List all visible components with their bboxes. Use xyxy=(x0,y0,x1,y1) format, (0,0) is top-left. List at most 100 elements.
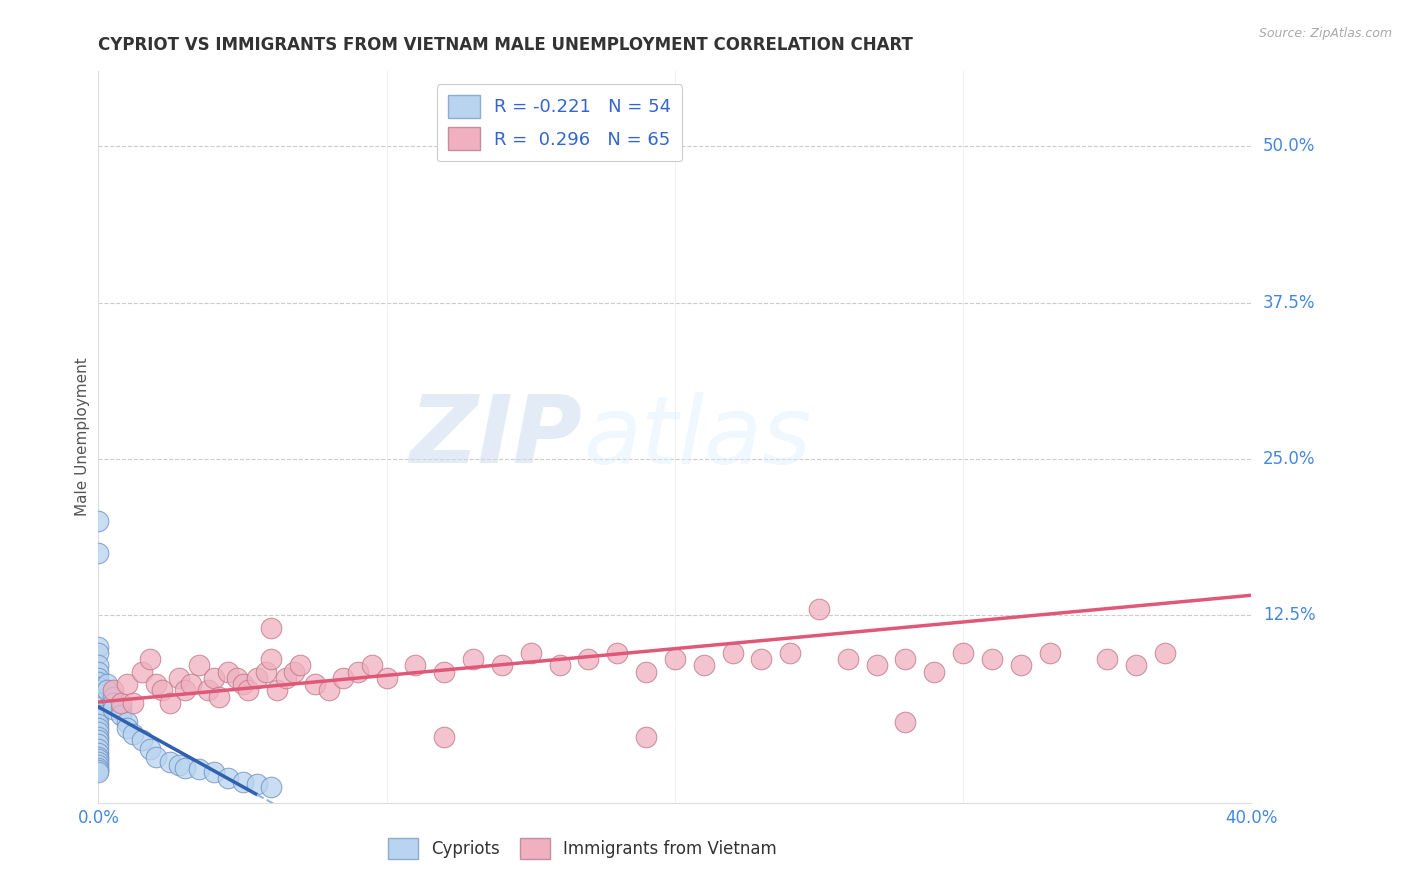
Point xyxy=(231,774,254,789)
Point xyxy=(87,515,110,529)
Text: 37.5%: 37.5% xyxy=(1263,293,1316,311)
Point xyxy=(837,652,859,666)
Point xyxy=(433,730,456,744)
Point xyxy=(87,733,110,747)
Point xyxy=(894,714,917,729)
Point xyxy=(174,761,197,775)
Text: ZIP: ZIP xyxy=(409,391,582,483)
Point xyxy=(779,646,801,660)
Point xyxy=(87,658,110,673)
Point xyxy=(721,646,744,660)
Point xyxy=(578,652,600,666)
Point xyxy=(87,708,110,723)
Point xyxy=(188,762,211,776)
Point xyxy=(110,702,132,716)
Text: 25.0%: 25.0% xyxy=(1263,450,1316,468)
Point xyxy=(405,658,427,673)
Point xyxy=(145,677,167,691)
Point xyxy=(246,671,269,685)
Point xyxy=(122,727,145,741)
Point xyxy=(87,646,110,660)
Point xyxy=(87,683,110,698)
Point xyxy=(751,652,773,666)
Point xyxy=(101,690,124,704)
Point xyxy=(491,658,513,673)
Point xyxy=(231,677,254,691)
Point xyxy=(87,546,110,560)
Point xyxy=(139,742,162,756)
Point xyxy=(87,758,110,772)
Point xyxy=(167,671,190,685)
Point xyxy=(304,677,326,691)
Point xyxy=(246,777,269,791)
Point xyxy=(180,677,202,691)
Point xyxy=(1097,652,1119,666)
Point xyxy=(87,692,110,706)
Point xyxy=(238,683,260,698)
Point xyxy=(318,683,340,698)
Point xyxy=(202,764,225,779)
Point xyxy=(131,665,153,679)
Point xyxy=(606,646,628,660)
Point xyxy=(87,755,110,769)
Point xyxy=(87,749,110,764)
Point xyxy=(636,730,658,744)
Point xyxy=(167,758,190,772)
Point xyxy=(87,699,110,714)
Point xyxy=(866,658,889,673)
Point xyxy=(361,658,384,673)
Text: 40.0%: 40.0% xyxy=(1225,809,1278,827)
Point xyxy=(174,683,197,698)
Point xyxy=(274,671,297,685)
Point xyxy=(96,677,118,691)
Point xyxy=(122,696,145,710)
Point xyxy=(87,640,110,654)
Point xyxy=(139,652,162,666)
Text: CYPRIOT VS IMMIGRANTS FROM VIETNAM MALE UNEMPLOYMENT CORRELATION CHART: CYPRIOT VS IMMIGRANTS FROM VIETNAM MALE … xyxy=(98,36,914,54)
Point xyxy=(260,780,283,794)
Point xyxy=(87,696,110,710)
Point xyxy=(332,671,354,685)
Point xyxy=(1010,658,1032,673)
Text: 50.0%: 50.0% xyxy=(1263,137,1315,155)
Point xyxy=(520,646,543,660)
Point xyxy=(208,690,231,704)
Point xyxy=(110,708,132,723)
Point xyxy=(117,714,138,729)
Point xyxy=(87,712,110,726)
Point xyxy=(110,696,132,710)
Point xyxy=(87,724,110,739)
Point xyxy=(197,683,219,698)
Point xyxy=(290,658,312,673)
Point xyxy=(131,733,153,747)
Point xyxy=(664,652,686,666)
Point xyxy=(260,621,283,635)
Point xyxy=(188,658,211,673)
Point xyxy=(461,652,484,666)
Point xyxy=(346,665,368,679)
Text: Source: ZipAtlas.com: Source: ZipAtlas.com xyxy=(1258,27,1392,40)
Point xyxy=(87,764,110,778)
Point xyxy=(225,671,247,685)
Text: atlas: atlas xyxy=(582,392,811,483)
Point xyxy=(87,730,110,744)
Point xyxy=(87,752,110,766)
Point xyxy=(217,771,239,785)
Point xyxy=(96,683,118,698)
Point xyxy=(807,602,830,616)
Point xyxy=(433,665,456,679)
Point xyxy=(101,702,124,716)
Legend: Cypriots, Immigrants from Vietnam: Cypriots, Immigrants from Vietnam xyxy=(380,830,786,868)
Point xyxy=(159,696,181,710)
Y-axis label: Male Unemployment: Male Unemployment xyxy=(75,358,90,516)
Point xyxy=(375,671,398,685)
Point xyxy=(952,646,974,660)
Point xyxy=(87,746,110,760)
Point xyxy=(87,742,110,756)
Point xyxy=(87,764,110,779)
Point xyxy=(159,755,181,769)
Point xyxy=(636,665,658,679)
Point xyxy=(693,658,716,673)
Point xyxy=(894,652,917,666)
Point xyxy=(1125,658,1147,673)
